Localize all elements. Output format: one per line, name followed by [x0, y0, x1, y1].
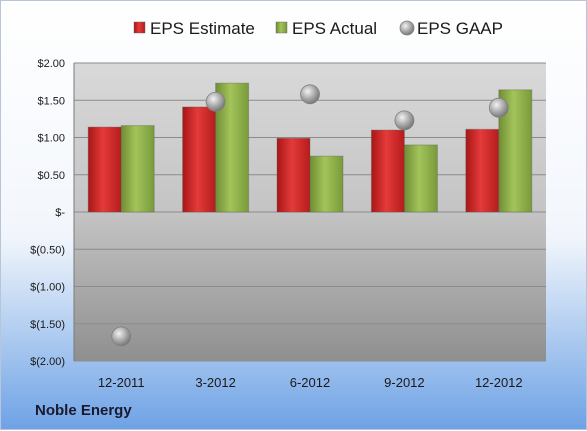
bar-eps-actual [403, 144, 438, 213]
y-tick-label: $(1.00) [30, 282, 65, 294]
x-tick-label: 6-2012 [290, 375, 330, 390]
company-label: Noble Energy [35, 402, 132, 419]
legend-swatch-estimate [133, 21, 146, 34]
bar-eps-estimate [182, 106, 217, 213]
y-tick-label: $(2.00) [30, 356, 65, 368]
bar-eps-estimate [276, 137, 311, 213]
bars [87, 82, 533, 213]
x-tick-label: 9-2012 [384, 375, 424, 390]
x-tick-label: 12-2011 [98, 375, 145, 390]
y-tick-label: $- [55, 207, 65, 219]
bar-eps-estimate [87, 126, 122, 213]
y-tick-label: $1.50 [37, 95, 65, 107]
gaap-markers [111, 84, 509, 347]
legend-label: EPS Actual [292, 19, 377, 38]
legend: EPS Estimate EPS Actual EPS GAAP [133, 19, 503, 38]
y-tick-label: $2.00 [37, 58, 65, 70]
y-tick-label: $(1.50) [30, 319, 65, 331]
marker-eps-gaap [111, 326, 132, 347]
bar-eps-actual [309, 155, 344, 213]
x-axis: 12-2011 3-2012 6-2012 9-2012 12-2012 [98, 375, 523, 390]
legend-label: EPS GAAP [417, 19, 503, 38]
bar-eps-actual [120, 125, 155, 213]
y-tick-label: $0.50 [37, 170, 65, 182]
x-tick-label: 3-2012 [195, 375, 235, 390]
marker-eps-gaap [488, 97, 509, 118]
bar-eps-estimate [465, 128, 500, 213]
bar-eps-estimate [370, 129, 405, 213]
legend-swatch-actual [275, 21, 288, 34]
x-tick-label: 12-2012 [475, 375, 523, 390]
legend-swatch-gaap [399, 20, 415, 36]
marker-eps-gaap [205, 91, 226, 112]
legend-label: EPS Estimate [150, 19, 255, 38]
marker-eps-gaap [300, 84, 320, 105]
y-axis: $2.00 $1.50 $1.00 $0.50 $- $(0.50) $(1.00) $(1.… [30, 58, 75, 368]
marker-eps-gaap [394, 110, 415, 131]
y-tick-label: $(0.50) [30, 244, 65, 256]
y-tick-label: $1.00 [37, 133, 65, 145]
